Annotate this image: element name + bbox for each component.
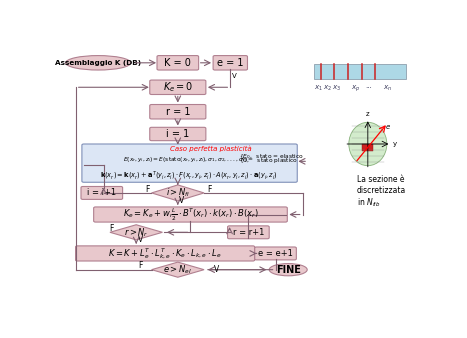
FancyBboxPatch shape [94, 207, 287, 222]
Text: y: y [392, 141, 396, 147]
Polygon shape [110, 225, 163, 240]
FancyBboxPatch shape [313, 64, 406, 79]
Text: $\mathbf{k}(x_r)=\mathbf{k}(x_r)+\mathbf{a}^T(y_i,z_i)\cdot F(x_r,y_i,z_i)\cdot : $\mathbf{k}(x_r)=\mathbf{k}(x_r)+\mathbf… [99, 170, 278, 183]
Text: $\{E_0,$  stato = elastico: $\{E_0,$ stato = elastico [240, 152, 304, 161]
Ellipse shape [269, 264, 307, 276]
Text: La sezione è
discretizzata
in $N_{fib}$: La sezione è discretizzata in $N_{fib}$ [357, 175, 406, 209]
Text: F: F [207, 185, 212, 194]
Text: e: e [385, 124, 389, 130]
Text: $x_3$: $x_3$ [332, 83, 341, 93]
FancyBboxPatch shape [362, 144, 373, 151]
Text: F: F [138, 261, 142, 270]
Text: Caso perfetta plasticità: Caso perfetta plasticità [170, 146, 251, 152]
Text: $x_p$: $x_p$ [351, 83, 361, 94]
Text: $i > N_{fi}$: $i > N_{fi}$ [165, 187, 190, 199]
Text: i = i+1: i = i+1 [87, 188, 116, 197]
Text: $r > N_r$: $r > N_r$ [124, 226, 149, 239]
Text: r = r+1: r = r+1 [233, 228, 264, 237]
Text: V: V [214, 265, 219, 274]
Text: K = 0: K = 0 [164, 58, 191, 68]
Text: $e > N_{el}$: $e > N_{el}$ [163, 263, 192, 276]
Text: e = e+1: e = e+1 [258, 249, 293, 258]
Text: F: F [109, 224, 113, 233]
Text: $E(x_r,y_i,z_i)=E(\mathrm{stato}(x_r,y_i,z_i),\sigma_1,\sigma_2,...,\sigma_t)=$: $E(x_r,y_i,z_i)=E(\mathrm{stato}(x_r,y_i… [123, 155, 254, 164]
Text: e = 1: e = 1 [217, 58, 243, 68]
Text: z: z [366, 111, 370, 117]
Text: i = 1: i = 1 [166, 129, 190, 139]
Ellipse shape [65, 55, 131, 70]
Text: Assemblaggio K (DB): Assemblaggio K (DB) [55, 60, 141, 66]
FancyBboxPatch shape [82, 144, 297, 182]
Text: $x_2$: $x_2$ [323, 83, 332, 93]
Text: $K_e = 0$: $K_e = 0$ [163, 80, 193, 94]
FancyBboxPatch shape [255, 247, 297, 260]
FancyBboxPatch shape [213, 55, 248, 70]
FancyBboxPatch shape [150, 104, 206, 119]
Text: V: V [232, 73, 237, 79]
Text: $\{0,$    stato plastico: $\{0,$ stato plastico [240, 156, 298, 165]
FancyBboxPatch shape [76, 246, 255, 261]
Text: $x_n$: $x_n$ [383, 83, 392, 93]
Text: V: V [179, 196, 184, 205]
Ellipse shape [349, 122, 387, 166]
Polygon shape [152, 185, 204, 201]
Polygon shape [152, 262, 204, 277]
Text: V: V [138, 235, 143, 244]
Text: FINE: FINE [276, 265, 301, 275]
FancyBboxPatch shape [227, 226, 269, 239]
FancyBboxPatch shape [81, 187, 123, 199]
Text: $x_1$: $x_1$ [314, 83, 323, 93]
Text: ...: ... [366, 83, 372, 90]
Text: $K = K + L_e^T \cdot L_{k,e}^T \cdot K_e \cdot L_{k,e} \cdot L_e$: $K = K + L_e^T \cdot L_{k,e}^T \cdot K_e… [108, 246, 222, 261]
FancyBboxPatch shape [150, 127, 206, 141]
FancyBboxPatch shape [150, 80, 206, 95]
FancyBboxPatch shape [157, 55, 198, 70]
Text: $K_e = K_e + w_r \frac{L}{2} \cdot B^T(x_r) \cdot k(x_r) \cdot B(x_r)$: $K_e = K_e + w_r \frac{L}{2} \cdot B^T(x… [122, 206, 258, 223]
Text: r = 1: r = 1 [166, 107, 190, 117]
Text: F: F [145, 185, 149, 194]
